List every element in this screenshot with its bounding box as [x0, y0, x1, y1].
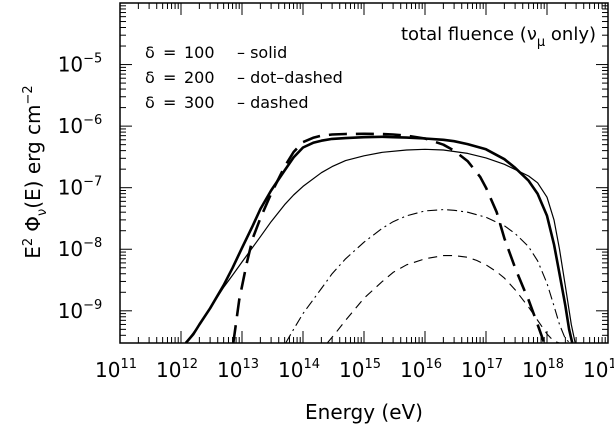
y-tick-labels: 10−9 10−8 10−7 10−6 10−5 [58, 52, 103, 323]
x-tick-label: 1019 [583, 357, 614, 382]
x-tick-labels: 1011 1012 1013 1014 1015 1016 1017 1018 1019 [95, 357, 614, 382]
legend-desc: – solid [237, 43, 287, 62]
y-tick-label: 10−8 [58, 236, 103, 261]
legend-entry: δ = 200 – dot–dashed [145, 68, 343, 87]
series-line-dashed-thick [232, 132, 546, 343]
series-line-dashed-thin [326, 255, 566, 343]
legend: δ = 100 – solid δ = 200 – dot–dashed δ =… [145, 43, 343, 112]
legend-symbol: δ [145, 93, 155, 112]
legend-value: 300 [184, 93, 215, 112]
legend-entry: δ = 300 – dashed [145, 93, 309, 112]
x-tick-label: 1013 [217, 357, 259, 382]
legend-desc: – dot–dashed [237, 68, 343, 87]
x-tick-label: 1012 [156, 357, 198, 382]
legend-equals: = [163, 93, 176, 112]
x-tick-label: 1016 [400, 357, 442, 382]
legend-desc: – dashed [237, 93, 309, 112]
y-tick-label: 10−9 [58, 298, 103, 323]
annotation: total fluence (νμ only) [401, 24, 596, 50]
y-tick-label: 10−7 [58, 175, 103, 200]
y-tick-label: 10−5 [58, 52, 103, 77]
legend-symbol: δ [145, 43, 155, 62]
axis-ticks [119, 3, 608, 344]
series-group [184, 132, 576, 343]
legend-value: 100 [184, 43, 215, 62]
legend-value: 200 [184, 68, 215, 87]
x-axis-title: Energy (eV) [305, 400, 423, 424]
legend-symbol: δ [145, 68, 155, 87]
legend-entry: δ = 100 – solid [145, 43, 287, 62]
x-tick-label: 1011 [95, 357, 137, 382]
y-tick-label: 10−6 [58, 113, 103, 138]
legend-equals: = [163, 43, 176, 62]
legend-equals: = [163, 68, 176, 87]
x-tick-label: 1018 [522, 357, 564, 382]
series-line-dashdot-thin [285, 209, 571, 343]
x-tick-label: 1014 [278, 357, 320, 382]
x-tick-label: 1017 [461, 357, 503, 382]
x-tick-label: 1015 [339, 357, 381, 382]
y-axis-title: E2Φν(E) erg cm−2 [21, 85, 50, 258]
series-line-solid-thin [185, 148, 576, 343]
series-line-solid-thick [184, 135, 574, 343]
